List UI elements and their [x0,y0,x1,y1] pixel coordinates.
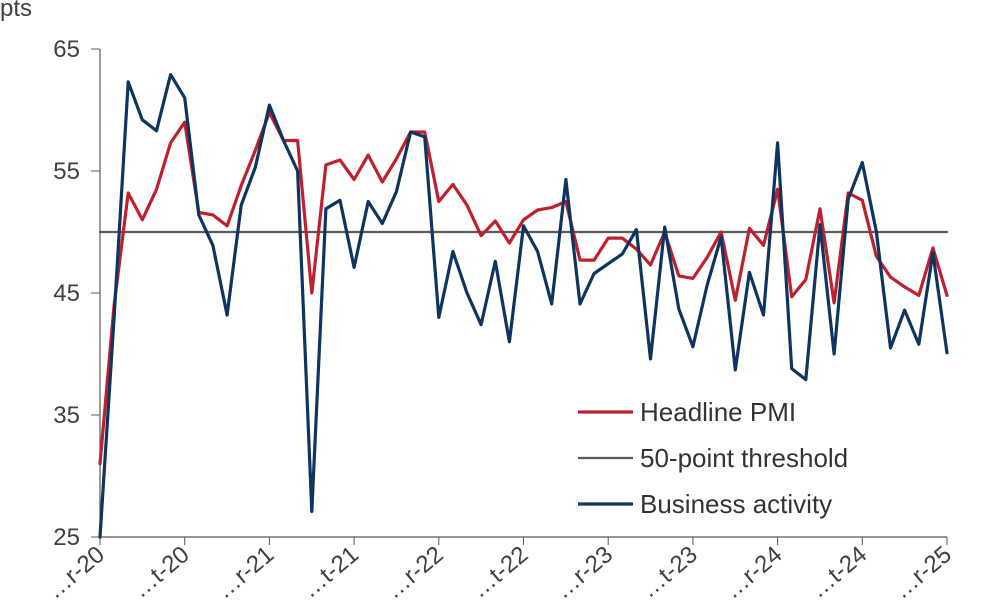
x-tick-label: …t-21 [297,541,364,600]
y-tick-label: 35 [53,402,80,429]
x-tick-label: …r-22 [380,541,448,600]
legend-label: 50-point threshold [640,443,848,473]
x-tick-label: …t-23 [635,541,702,600]
x-tick-label: …r-24 [719,541,787,600]
business-activity-line [98,72,949,539]
headline-pmi-line [98,110,949,466]
y-tick-label: 45 [53,280,80,307]
x-tick-label: …t-24 [805,541,872,600]
x-tick-label: …r-21 [211,541,279,600]
x-tick-label: …r-25 [888,541,956,600]
y-axis: 25 35 45 55 65 [53,36,101,551]
plot-area [98,72,949,539]
x-tick-label: …t-22 [466,541,533,600]
y-tick-label: 55 [53,158,80,185]
y-tick-label: 65 [53,36,80,63]
x-tick-label: …t-20 [127,541,194,600]
x-axis: …r-20 …t-20 …r-21 …t-21 …r-22 …t-22 …r-23 …t-23… [41,536,957,600]
y-tick-label: 25 [53,524,80,551]
legend: Headline PMI 50-point threshold Business a… [578,397,848,519]
y-axis-title: pts [0,0,32,22]
legend-label: Headline PMI [640,397,796,427]
x-tick-label: …r-23 [550,541,618,600]
legend-label: Business activity [640,489,832,519]
